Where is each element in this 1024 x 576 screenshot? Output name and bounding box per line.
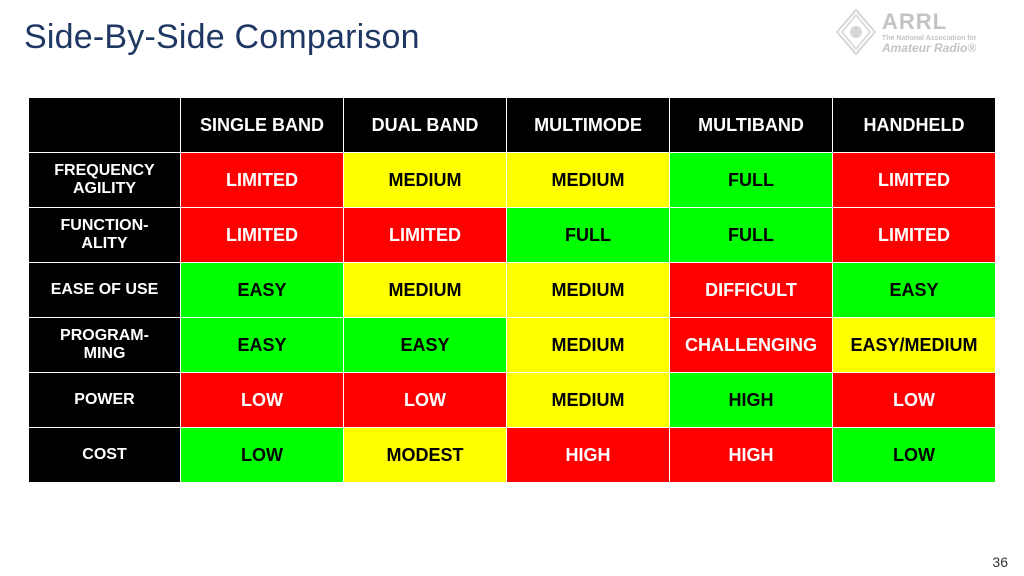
logo-main: ARRL [882,11,977,33]
col-header-3: MULTIBAND [670,98,833,153]
diamond-icon [836,9,876,55]
col-header-4: HANDHELD [833,98,996,153]
cell-5-0: LOW [181,428,344,483]
logo-text: ARRL The National Association for Amateu… [882,11,977,54]
cell-0-3: FULL [670,153,833,208]
table-row: FUNCTION-ALITYLIMITEDLIMITEDFULLFULLLIMI… [29,208,996,263]
cell-0-0: LIMITED [181,153,344,208]
cell-4-1: LOW [344,373,507,428]
col-header-0: SINGLE BAND [181,98,344,153]
cell-1-4: LIMITED [833,208,996,263]
row-header-4: POWER [29,373,181,428]
table-row: EASE OF USEEASYMEDIUMMEDIUMDIFFICULTEASY [29,263,996,318]
cell-0-4: LIMITED [833,153,996,208]
row-header-3: PROGRAM-MING [29,318,181,373]
cell-1-0: LIMITED [181,208,344,263]
cell-2-3: DIFFICULT [670,263,833,318]
cell-1-3: FULL [670,208,833,263]
table-row: POWERLOWLOWMEDIUMHIGHLOW [29,373,996,428]
row-header-1: FUNCTION-ALITY [29,208,181,263]
cell-3-0: EASY [181,318,344,373]
cell-2-0: EASY [181,263,344,318]
slide: Side-By-Side Comparison ARRL The Nationa… [0,0,1024,576]
table-row: FREQUENCYAGILITYLIMITEDMEDIUMMEDIUMFULLL… [29,153,996,208]
arrl-logo: ARRL The National Association for Amateu… [836,4,1006,60]
cell-3-2: MEDIUM [507,318,670,373]
cell-4-0: LOW [181,373,344,428]
cell-2-4: EASY [833,263,996,318]
cell-3-3: CHALLENGING [670,318,833,373]
cell-1-2: FULL [507,208,670,263]
col-header-2: MULTIMODE [507,98,670,153]
cell-0-2: MEDIUM [507,153,670,208]
cell-0-1: MEDIUM [344,153,507,208]
row-header-0: FREQUENCYAGILITY [29,153,181,208]
cell-2-1: MEDIUM [344,263,507,318]
cell-5-3: HIGH [670,428,833,483]
table-header: SINGLE BANDDUAL BANDMULTIMODEMULTIBANDHA… [29,98,996,153]
table-body: FREQUENCYAGILITYLIMITEDMEDIUMMEDIUMFULLL… [29,153,996,483]
cell-1-1: LIMITED [344,208,507,263]
cell-4-3: HIGH [670,373,833,428]
cell-5-2: HIGH [507,428,670,483]
comparison-table: SINGLE BANDDUAL BANDMULTIMODEMULTIBANDHA… [28,97,996,483]
row-header-2: EASE OF USE [29,263,181,318]
cell-4-2: MEDIUM [507,373,670,428]
cell-4-4: LOW [833,373,996,428]
table-row: COSTLOWMODESTHIGHHIGHLOW [29,428,996,483]
cell-5-1: MODEST [344,428,507,483]
col-header-1: DUAL BAND [344,98,507,153]
row-header-5: COST [29,428,181,483]
cell-3-1: EASY [344,318,507,373]
logo-sub2: Amateur Radio® [882,42,977,54]
cell-2-2: MEDIUM [507,263,670,318]
cell-5-4: LOW [833,428,996,483]
page-number: 36 [992,554,1008,570]
table-row: PROGRAM-MINGEASYEASYMEDIUMCHALLENGINGEAS… [29,318,996,373]
cell-3-4: EASY/MEDIUM [833,318,996,373]
corner-cell [29,98,181,153]
